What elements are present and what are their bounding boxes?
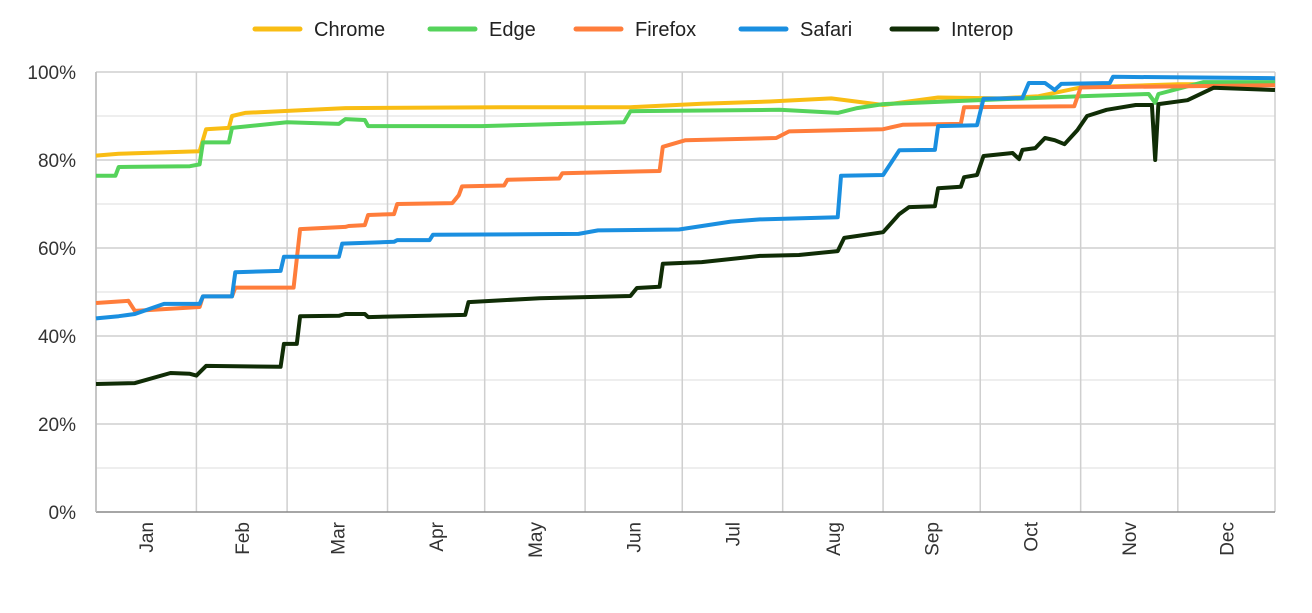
y-tick-label: 40% — [38, 327, 76, 348]
x-tick-label: Apr — [427, 521, 448, 551]
legend: Chrome Edge Firefox Safari Interop — [252, 19, 1013, 41]
x-tick-label: Oct — [1021, 521, 1042, 551]
legend-label: Chrome — [314, 19, 385, 41]
y-axis: 0% 20% 40% 60% 80% 100% — [27, 63, 76, 524]
series-line-safari — [95, 74, 1276, 321]
y-tick-label: 60% — [38, 239, 76, 260]
x-axis: Jan Feb Mar Apr May Jun Jul Aug Sep Oct Nov Dec — [137, 521, 1238, 558]
y-tick-label: 20% — [38, 415, 76, 436]
grid — [95, 71, 1276, 513]
x-tick-label: Dec — [1217, 522, 1238, 556]
series-lines — [95, 74, 1276, 386]
x-tick-label: Aug — [824, 522, 845, 556]
legend-item-safari: Safari — [738, 19, 852, 41]
legend-label: Edge — [489, 19, 536, 41]
x-tick-label: Feb — [233, 522, 254, 555]
x-tick-label: Sep — [923, 522, 944, 556]
legend-label: Interop — [951, 19, 1013, 41]
x-tick-label: May — [526, 522, 547, 558]
y-tick-label: 100% — [27, 63, 76, 84]
x-tick-label: Jul — [723, 522, 744, 546]
legend-item-firefox: Firefox — [573, 19, 696, 41]
legend-item-chrome: Chrome — [252, 19, 385, 41]
legend-label: Safari — [800, 19, 852, 41]
y-tick-label: 0% — [49, 503, 77, 524]
x-tick-label: Jan — [137, 522, 158, 553]
x-tick-label: Jun — [625, 522, 646, 553]
series-line-firefox — [95, 83, 1276, 313]
x-tick-label: Nov — [1120, 522, 1141, 556]
legend-item-interop: Interop — [889, 19, 1013, 41]
series-line-edge — [96, 80, 1275, 178]
legend-label: Firefox — [635, 19, 696, 41]
legend-item-edge: Edge — [427, 19, 536, 41]
x-tick-label: Mar — [328, 521, 349, 554]
y-tick-label: 80% — [38, 151, 76, 172]
series-line-interop — [95, 85, 1276, 386]
